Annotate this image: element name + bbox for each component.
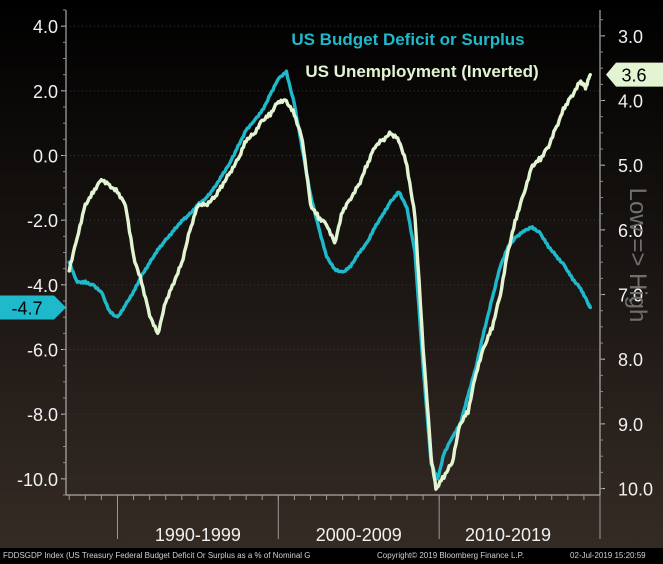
- x-axis: 1990-1999 2000-2009 2010-2019: [66, 494, 601, 545]
- right-tick-label: 8.0: [618, 350, 643, 370]
- footer-source: FDDSGDP Index (US Treasury Federal Budge…: [3, 551, 311, 560]
- footer: FDDSGDP Index (US Treasury Federal Budge…: [0, 548, 663, 564]
- right-tick-label: 9.0: [618, 415, 643, 435]
- right-tick-label: 5.0: [618, 156, 643, 176]
- plot-background: [0, 0, 663, 548]
- last-value-tag-budget: [0, 295, 66, 320]
- series-layer: [67, 69, 592, 491]
- left-tick-label: 0.0: [33, 147, 58, 167]
- right-tick-label: 6.0: [618, 221, 643, 241]
- right-tick-label: 3.0: [618, 27, 643, 47]
- left-tick-label: -8.0: [27, 405, 58, 425]
- left-tick-label: -10.0: [17, 470, 58, 490]
- last-value-unemployment: 3.6: [621, 66, 646, 86]
- left-tick-label: -2.0: [27, 211, 58, 231]
- left-tick-label: 4.0: [33, 17, 58, 37]
- right-tick-label: 7.0: [618, 286, 643, 306]
- left-tick-label: -6.0: [27, 341, 58, 361]
- right-tick-label: 10.0: [618, 480, 653, 500]
- last-value-tag-unemployment: [606, 62, 663, 87]
- chart-subtitle: US Unemployment (Inverted): [305, 62, 538, 81]
- right-tick-label: 4.0: [618, 92, 643, 112]
- right-axis-caption: Low => High: [624, 188, 651, 323]
- x-period-label: 2010-2019: [465, 525, 551, 545]
- x-period-label: 2000-2009: [316, 525, 402, 545]
- chart-svg: 4.0 2.0 0.0 -2.0 -4.0 -6.0 -8.0 -10.0 3.0 4.0 5.0…: [0, 0, 663, 548]
- right-axis: 3.0 4.0 5.0 6.0 7.0 8.0 9.0 10.0: [599, 10, 653, 500]
- left-tick-label: 2.0: [33, 82, 58, 102]
- grid: [66, 25, 600, 480]
- footer-timestamp: 02-Jul-2019 15:20:59: [570, 551, 646, 560]
- footer-copyright: Copyright© 2019 Bloomberg Finance L.P.: [377, 551, 525, 560]
- left-axis: 4.0 2.0 0.0 -2.0 -4.0 -6.0 -8.0 -10.0: [17, 9, 67, 496]
- left-tick-label: -4.0: [27, 276, 58, 296]
- series-line-unemployment: [67, 72, 592, 491]
- chart-title: US Budget Deficit or Surplus: [291, 30, 524, 49]
- last-value-budget: -4.7: [11, 298, 42, 318]
- last-value-callouts: -4.7 3.6: [0, 62, 663, 320]
- x-period-label: 1990-1999: [155, 525, 241, 545]
